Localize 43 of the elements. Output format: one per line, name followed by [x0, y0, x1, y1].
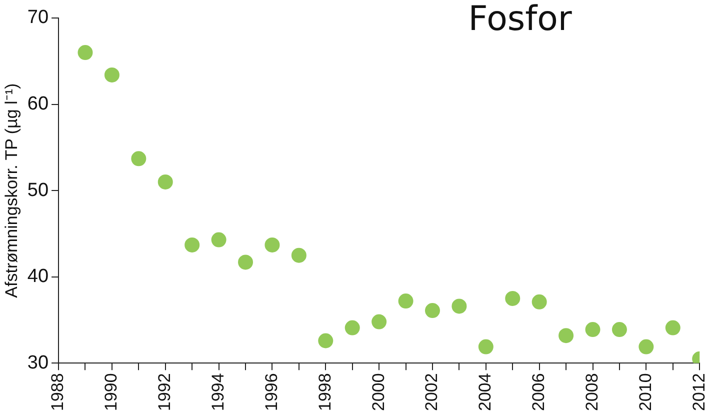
point	[665, 320, 680, 336]
point	[211, 232, 226, 248]
chart-title: Fosfor	[468, 0, 572, 39]
point	[585, 322, 600, 338]
x-tick-label: 2008	[582, 373, 602, 412]
point	[78, 45, 93, 60]
point	[184, 237, 200, 252]
x-tick-label: 1992	[155, 373, 174, 412]
point	[452, 298, 467, 314]
y-tick-label: 30	[27, 352, 49, 374]
y-tick-label: 60	[27, 94, 49, 115]
point	[638, 339, 654, 354]
x-tick-label: 1994	[208, 373, 228, 412]
point	[532, 294, 547, 310]
x-tick-label: 2004	[476, 373, 495, 412]
point	[372, 314, 387, 330]
point	[291, 248, 306, 263]
x-tick-label: 1998	[315, 373, 334, 412]
x-tick-label: 2012	[689, 373, 708, 412]
x-tick-label: 1996	[262, 373, 281, 412]
point	[318, 333, 334, 348]
point	[398, 294, 414, 309]
y-tick-label: 50	[27, 180, 49, 201]
x-tick-label: 2010	[636, 373, 655, 412]
x-tick-label: 2002	[422, 373, 442, 412]
point	[344, 320, 360, 336]
point	[158, 174, 173, 190]
point	[264, 237, 280, 252]
point	[238, 254, 254, 270]
point	[558, 328, 574, 344]
point	[505, 290, 520, 306]
x-tick-label: 2000	[368, 373, 388, 412]
y-axis-title: Afstrømningskorr. TP (µg l⁻¹)	[2, 83, 21, 298]
point	[131, 151, 146, 166]
y-tick-label: 70	[27, 7, 49, 28]
y-tick-label: 40	[27, 266, 49, 288]
point	[478, 339, 494, 354]
x-tick-label: 1990	[102, 373, 121, 412]
x-tick-label: 2006	[529, 373, 548, 412]
x-tick-label: 1988	[48, 373, 68, 412]
point	[612, 322, 627, 338]
point	[104, 67, 120, 82]
point	[424, 303, 440, 318]
